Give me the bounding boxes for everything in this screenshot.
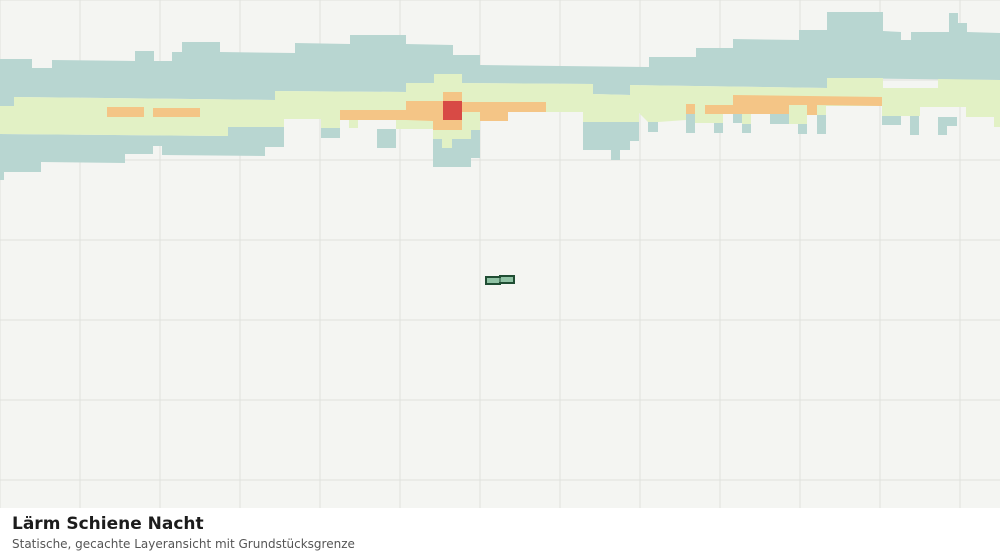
noise-area-mid [349, 119, 358, 128]
noise-area-low [648, 122, 658, 132]
noise-area-low [321, 128, 340, 138]
noise-area-low [798, 124, 807, 134]
noise-area-low [882, 116, 901, 125]
layer-subtitle: Statische, gecachte Layeransicht mit Gru… [12, 537, 355, 551]
noise-area-high [686, 104, 695, 114]
noise-area-high [705, 95, 882, 115]
noise-area-low [377, 129, 396, 148]
map-viewport[interactable] [0, 0, 1000, 508]
noise-area-low [0, 12, 1000, 106]
noise-area-low [770, 114, 789, 124]
noise-area-mid [442, 139, 452, 148]
noise-band-max [443, 101, 462, 120]
noise-area-low [742, 124, 751, 133]
noise-area-low [0, 127, 284, 180]
noise-area-low [910, 116, 919, 135]
noise-area-low [686, 114, 695, 133]
noise-area-low [733, 114, 742, 123]
noise-area-high [107, 107, 144, 117]
noise-area-low [583, 122, 639, 160]
noise-area-low [817, 115, 826, 134]
layer-title: Lärm Schiene Nacht [12, 514, 204, 534]
map-canvas[interactable] [0, 0, 1000, 508]
parcel-boundary[interactable] [485, 275, 515, 285]
layer-caption: Lärm Schiene Nacht Statische, gecachte L… [0, 508, 1000, 560]
noise-area-max [443, 101, 462, 120]
noise-area-low [433, 130, 480, 167]
noise-area-low [938, 117, 957, 135]
noise-area-high [153, 108, 200, 117]
noise-area-low [714, 123, 723, 133]
